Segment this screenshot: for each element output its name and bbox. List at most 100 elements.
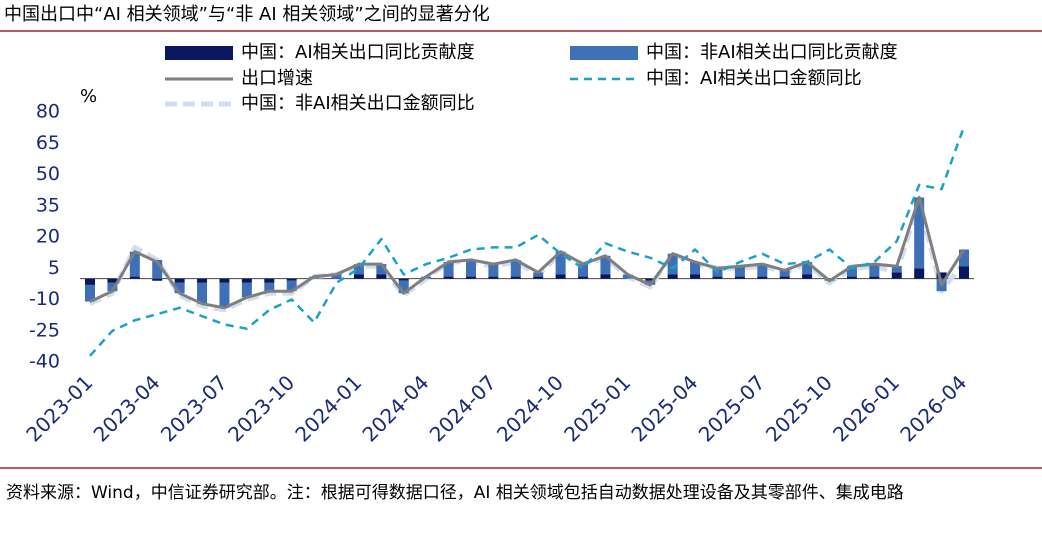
bar	[690, 274, 701, 279]
bar	[779, 276, 790, 279]
x-tick-label: 2024-04	[358, 370, 434, 446]
bar	[600, 274, 611, 279]
x-tick-label: 2023-04	[89, 370, 165, 446]
chart-title: 中国出口中“AI 相关领域”与“非 AI 相关领域”之间的显著分化	[4, 4, 490, 25]
x-tick-label: 2024-10	[492, 370, 568, 446]
bar	[152, 278, 163, 281]
bar	[219, 282, 230, 308]
y-tick-label: 20	[36, 226, 60, 248]
bar	[443, 276, 454, 279]
bar	[286, 278, 297, 281]
line-series	[89, 195, 966, 310]
bar	[959, 266, 969, 279]
bar	[891, 272, 902, 279]
legend-swatch	[570, 46, 638, 60]
bar	[802, 262, 813, 275]
bar	[443, 262, 454, 277]
bar	[398, 280, 409, 294]
bar	[241, 278, 252, 283]
bar	[891, 266, 902, 273]
bar	[85, 284, 95, 302]
bar	[555, 251, 566, 275]
bar	[488, 276, 499, 279]
x-tick-label: 2024-07	[425, 370, 501, 446]
y-unit: %	[80, 86, 97, 107]
bar	[286, 280, 297, 292]
bar	[376, 264, 387, 275]
bar	[129, 276, 140, 279]
bar	[241, 282, 252, 298]
x-tick-label: 2025-01	[559, 370, 635, 446]
y-tick-label: 5	[48, 257, 60, 279]
bar	[622, 274, 633, 279]
bar	[107, 278, 118, 283]
bar	[578, 276, 589, 279]
legend-label: 出口增速	[241, 68, 313, 89]
bar	[398, 278, 409, 281]
x-tick-label: 2024-01	[290, 370, 366, 446]
bar	[757, 264, 768, 277]
bar	[174, 278, 185, 283]
bar	[936, 272, 947, 279]
legend-label: 中国：AI相关出口金额同比	[646, 68, 862, 89]
bar	[219, 278, 230, 283]
line-series	[88, 199, 966, 313]
bar	[264, 278, 275, 283]
bar	[914, 268, 925, 279]
bar	[152, 259, 163, 279]
bar	[846, 276, 857, 279]
bar	[533, 276, 544, 279]
x-tick-label: 2023-10	[223, 370, 299, 446]
x-tick-label: 2025-04	[626, 370, 702, 446]
line-series	[89, 126, 966, 357]
bar	[85, 278, 95, 285]
x-tick-label: 2026-04	[895, 370, 971, 446]
bar	[510, 259, 521, 277]
bar	[734, 266, 745, 277]
y-tick-label: 65	[36, 132, 60, 154]
legend-label: 中国：AI相关出口同比贡献度	[241, 42, 475, 63]
bar	[197, 282, 208, 304]
x-tick-label: 2023-01	[21, 370, 97, 446]
bar	[174, 282, 185, 294]
x-tick-label: 2026-01	[828, 370, 904, 446]
bar	[690, 262, 701, 275]
y-tick-label: -10	[29, 288, 60, 310]
bar	[197, 278, 208, 283]
legend-label: 中国：非AI相关出口同比贡献度	[646, 42, 898, 63]
x-tick-label: 2025-07	[694, 370, 770, 446]
y-tick-label: 80	[36, 101, 60, 123]
bar	[779, 270, 790, 277]
legend-label: 中国：非AI相关出口金额同比	[241, 93, 475, 114]
bar	[914, 197, 925, 269]
bar	[510, 276, 521, 279]
bar	[376, 274, 387, 279]
chart: 中国出口中“AI 相关领域”与“非 AI 相关领域”之间的显著分化 % -40 -…	[0, 4, 1042, 469]
bar	[353, 264, 364, 275]
bar	[264, 282, 275, 292]
bar	[846, 266, 857, 277]
source-note: 资料来源：Wind，中信证券研究部。注：根据可得数据口径，AI 相关领域包括自动…	[6, 483, 904, 503]
bar	[959, 249, 969, 267]
bar	[869, 264, 880, 277]
bar	[667, 274, 678, 279]
bar	[734, 276, 745, 279]
x-tick-label: 2023-07	[156, 370, 232, 446]
bar	[802, 274, 813, 279]
bar	[107, 282, 118, 292]
bar	[331, 274, 342, 279]
bar	[869, 276, 880, 279]
y-tick-label: 35	[36, 194, 60, 216]
bar	[667, 253, 678, 275]
bar	[555, 274, 566, 279]
bar	[465, 276, 476, 279]
x-tick-label: 2025-10	[761, 370, 837, 446]
bar	[600, 255, 611, 275]
bar	[353, 274, 364, 279]
bar	[757, 276, 768, 279]
legend-swatch	[165, 46, 233, 60]
y-tick-label: -25	[29, 319, 60, 341]
bar	[533, 272, 544, 277]
bar	[488, 264, 499, 277]
